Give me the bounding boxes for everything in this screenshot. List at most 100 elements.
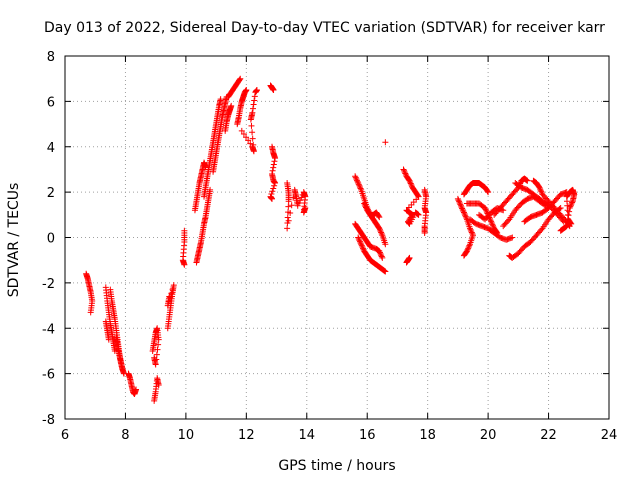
data-point — [358, 242, 365, 249]
data-point — [457, 202, 464, 209]
data-point — [240, 131, 247, 138]
data-point — [294, 202, 301, 209]
data-point — [250, 148, 257, 155]
data-point — [250, 101, 257, 108]
data-point — [269, 188, 276, 195]
data-point — [569, 199, 576, 206]
data-point — [217, 96, 224, 103]
x-tick-labels: 6 8 10 12 14 16 18 20 22 24 — [61, 428, 617, 443]
data-point — [168, 290, 175, 297]
data-point — [461, 210, 468, 217]
data-point — [406, 177, 413, 184]
data-point — [251, 93, 258, 100]
data-point — [401, 169, 408, 176]
data-point — [376, 214, 383, 221]
x-tick-label: 6 — [61, 428, 69, 443]
data-point — [407, 179, 414, 186]
y-tick-label: -8 — [42, 413, 55, 428]
data-point — [248, 122, 255, 129]
y-tick-label: 0 — [47, 232, 55, 247]
data-point — [467, 226, 474, 233]
data-point — [228, 102, 235, 109]
data-point — [500, 207, 507, 214]
x-tick-label: 8 — [121, 428, 129, 443]
data-point — [459, 206, 466, 213]
data-point — [250, 141, 257, 148]
data-point — [459, 205, 466, 212]
data-point — [358, 241, 365, 248]
y-tick-label: 8 — [47, 50, 55, 65]
x-tick-label: 12 — [238, 428, 255, 443]
data-point — [249, 135, 256, 142]
data-point — [361, 201, 368, 208]
data-point — [249, 129, 256, 136]
data-points — [83, 75, 578, 404]
data-point — [466, 242, 473, 249]
data-point — [352, 173, 359, 180]
data-point — [537, 185, 544, 192]
data-point — [119, 366, 126, 373]
data-point — [272, 155, 279, 162]
data-point — [536, 184, 543, 191]
data-point — [356, 237, 363, 244]
data-point — [357, 239, 364, 246]
data-point — [247, 140, 254, 147]
data-point — [302, 205, 309, 212]
x-axis-label: GPS time / hours — [278, 458, 395, 474]
y-tick-label: -4 — [42, 322, 55, 337]
data-point — [563, 223, 570, 230]
data-point — [236, 76, 243, 83]
data-point — [382, 268, 389, 275]
data-point — [378, 230, 385, 237]
data-point — [353, 177, 360, 184]
data-point — [154, 346, 161, 353]
data-point — [564, 192, 571, 199]
data-point — [170, 282, 177, 289]
data-point — [382, 139, 389, 146]
data-point — [272, 180, 279, 187]
y-tick-label: -2 — [42, 277, 55, 292]
data-point — [461, 251, 468, 258]
data-point — [376, 248, 383, 255]
data-point — [567, 203, 574, 210]
data-point — [456, 200, 463, 207]
data-point — [355, 181, 362, 188]
data-point — [568, 200, 575, 207]
data-point — [245, 137, 252, 144]
data-point — [378, 252, 385, 259]
data-point — [356, 182, 363, 189]
data-point — [460, 208, 467, 215]
data-point — [414, 192, 421, 199]
data-point — [288, 202, 295, 209]
y-tick-label: 6 — [47, 95, 55, 110]
data-point — [285, 198, 292, 205]
data-point — [489, 221, 496, 228]
data-point — [284, 214, 291, 221]
data-point — [377, 228, 384, 235]
data-point — [468, 229, 475, 236]
data-point — [359, 245, 366, 252]
data-point — [466, 225, 473, 232]
data-point — [382, 241, 389, 248]
data-point — [243, 87, 250, 94]
data-point — [249, 109, 256, 116]
data-point — [566, 208, 573, 215]
data-point — [155, 381, 162, 388]
y-tick-label: 4 — [47, 141, 55, 156]
data-point — [465, 245, 472, 252]
data-point — [253, 87, 260, 94]
data-point — [287, 209, 294, 216]
x-tick-label: 20 — [480, 428, 497, 443]
grid — [65, 56, 609, 419]
x-tick-label: 10 — [178, 428, 195, 443]
y-tick-label: 2 — [47, 186, 55, 201]
x-tick-label: 24 — [601, 428, 618, 443]
plot-frame — [64, 55, 610, 420]
data-point — [468, 228, 475, 235]
data-point — [421, 229, 428, 236]
data-point — [567, 219, 574, 226]
data-point — [363, 204, 370, 211]
data-point — [482, 206, 489, 213]
data-point — [489, 222, 496, 229]
data-point — [462, 212, 469, 219]
